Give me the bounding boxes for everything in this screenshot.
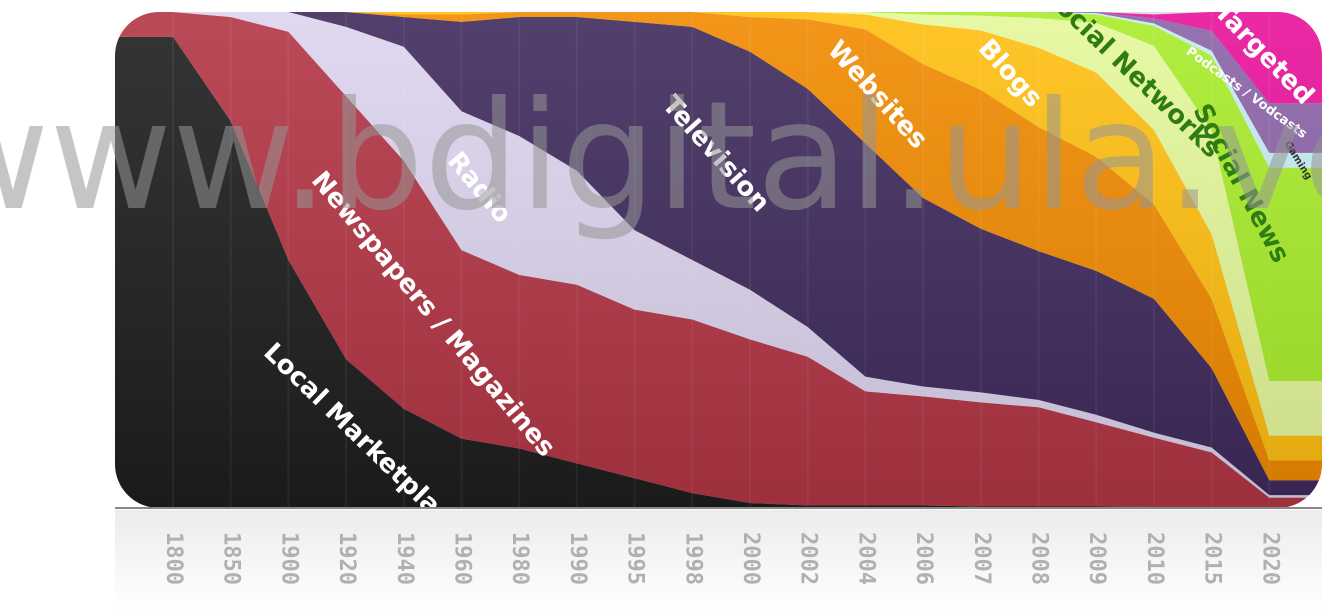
x-tick-label: 2006 bbox=[911, 532, 936, 585]
x-tick-label: 1900 bbox=[276, 532, 301, 585]
x-tick-label: 2009 bbox=[1084, 532, 1109, 585]
x-tick-label: 2015 bbox=[1200, 532, 1225, 585]
x-tick-label: 2002 bbox=[796, 532, 821, 585]
watermark: www.bdigital.ula.ve bbox=[0, 70, 1322, 244]
x-tick-label: 1998 bbox=[680, 532, 705, 585]
x-tick-label: 2010 bbox=[1142, 532, 1167, 585]
x-tick-label: 2008 bbox=[1027, 532, 1052, 585]
x-tick-label: 2020 bbox=[1257, 532, 1282, 585]
x-tick-label: 1850 bbox=[219, 532, 244, 585]
x-tick-label: 1960 bbox=[450, 532, 475, 585]
x-tick-label: 2004 bbox=[853, 532, 878, 585]
x-tick-label: 2000 bbox=[738, 532, 763, 585]
x-axis-band bbox=[115, 510, 1322, 611]
x-tick-label: 1995 bbox=[623, 532, 648, 585]
x-tick-label: 1920 bbox=[334, 532, 359, 585]
x-tick-label: 1800 bbox=[161, 532, 186, 585]
x-tick-label: 2007 bbox=[969, 532, 994, 585]
x-tick-label: 1990 bbox=[565, 532, 590, 585]
x-tick-label: 1940 bbox=[392, 532, 417, 585]
plot-shading bbox=[115, 12, 1322, 508]
x-tick-labels: 1800 1850 1900 1920 1940 1960 1980 1990 1995 1998… bbox=[161, 532, 1282, 585]
x-tick-label: 1980 bbox=[507, 532, 532, 585]
